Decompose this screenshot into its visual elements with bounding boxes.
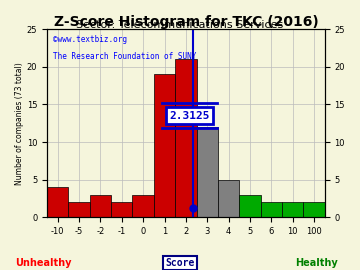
Text: The Research Foundation of SUNY: The Research Foundation of SUNY [53, 52, 196, 60]
Bar [68, 202, 90, 217]
Bar [261, 202, 282, 217]
Text: Unhealthy: Unhealthy [15, 258, 71, 268]
Bar [111, 202, 132, 217]
Bar [154, 74, 175, 217]
Text: Score: Score [165, 258, 195, 268]
Text: ©www.textbiz.org: ©www.textbiz.org [53, 35, 127, 44]
Bar [47, 187, 68, 217]
Bar [282, 202, 303, 217]
Text: Healthy: Healthy [296, 258, 338, 268]
Bar [303, 202, 325, 217]
Text: Sector: Telecommunications Services: Sector: Telecommunications Services [76, 20, 284, 30]
Bar [90, 195, 111, 217]
Text: 2.3125: 2.3125 [169, 111, 210, 121]
Y-axis label: Number of companies (73 total): Number of companies (73 total) [15, 62, 24, 185]
Bar [197, 127, 218, 217]
Bar [239, 195, 261, 217]
Bar [218, 180, 239, 217]
Title: Z-Score Histogram for TKC (2016): Z-Score Histogram for TKC (2016) [54, 15, 318, 29]
Bar [132, 195, 154, 217]
Bar [175, 59, 197, 217]
